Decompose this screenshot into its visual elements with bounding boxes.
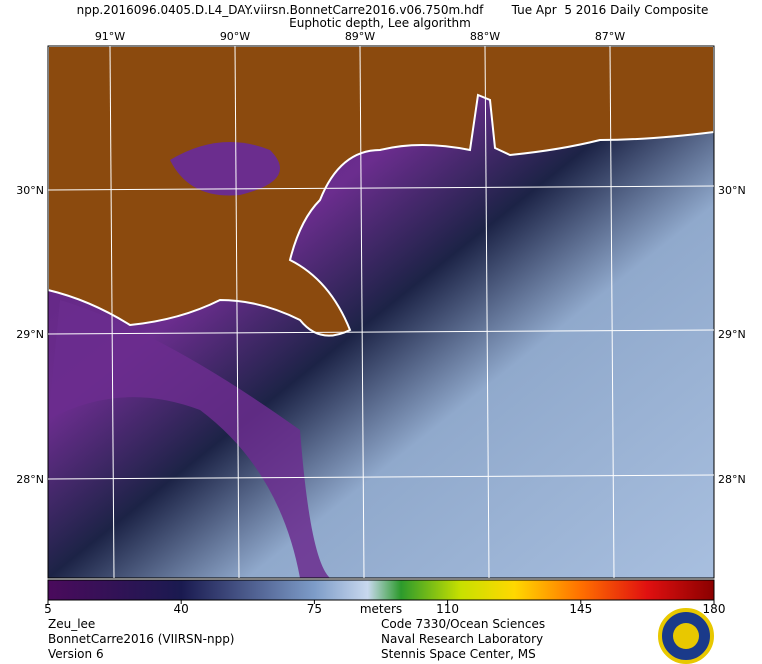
latitude-label: 28°N xyxy=(718,473,746,486)
map-frame xyxy=(47,45,715,579)
plume xyxy=(48,300,330,578)
nrl-logo-center xyxy=(673,623,699,649)
longitude-label: 91°W xyxy=(95,30,125,43)
lake xyxy=(170,142,280,196)
footer-left: Zeu_lee xyxy=(48,617,95,631)
meridian xyxy=(484,45,490,579)
colorbar-unit: meters xyxy=(360,602,402,616)
footer-left: BonnetCarre2016 (VIIRSN-npp) xyxy=(48,632,235,646)
longitude-label: 89°W xyxy=(345,30,375,43)
colorbar-tick-label: 75 xyxy=(307,602,322,616)
latitude-label: 29°N xyxy=(16,328,44,341)
date: Tue Apr 5 2016 Daily Composite xyxy=(511,3,709,17)
map xyxy=(47,45,715,579)
meridian xyxy=(359,45,365,579)
colorbar-tick-label: 180 xyxy=(703,602,726,616)
colorbar-tick-label: 5 xyxy=(44,602,52,616)
colorbar-tick-label: 110 xyxy=(436,602,459,616)
colorbar-tick-label: 40 xyxy=(174,602,189,616)
meridian xyxy=(609,45,615,579)
footer-right: Stennis Space Center, MS xyxy=(381,647,536,661)
longitude-label: 87°W xyxy=(595,30,625,43)
meridian xyxy=(234,45,240,579)
footer-right: Naval Research Laboratory xyxy=(381,632,543,646)
longitude-label: 90°W xyxy=(220,30,250,43)
latitude-label: 29°N xyxy=(718,328,746,341)
latitude-label: 30°N xyxy=(16,184,44,197)
parallel xyxy=(47,474,715,480)
latitude-label: 30°N xyxy=(718,184,746,197)
meridian xyxy=(109,45,115,579)
colorbar-tick-label: 145 xyxy=(569,602,592,616)
parallel xyxy=(47,329,715,335)
file-name: npp.2016096.0405.D.L4_DAY.viirsn.BonnetC… xyxy=(77,3,485,17)
product: Euphotic depth, Lee algorithm xyxy=(289,16,471,30)
longitude-label: 88°W xyxy=(470,30,500,43)
footer-right: Code 7330/Ocean Sciences xyxy=(381,617,545,631)
parallel xyxy=(47,185,715,191)
latitude-label: 28°N xyxy=(16,473,44,486)
colorbar xyxy=(47,579,715,601)
land xyxy=(47,45,715,337)
footer-left: Version 6 xyxy=(48,647,104,661)
